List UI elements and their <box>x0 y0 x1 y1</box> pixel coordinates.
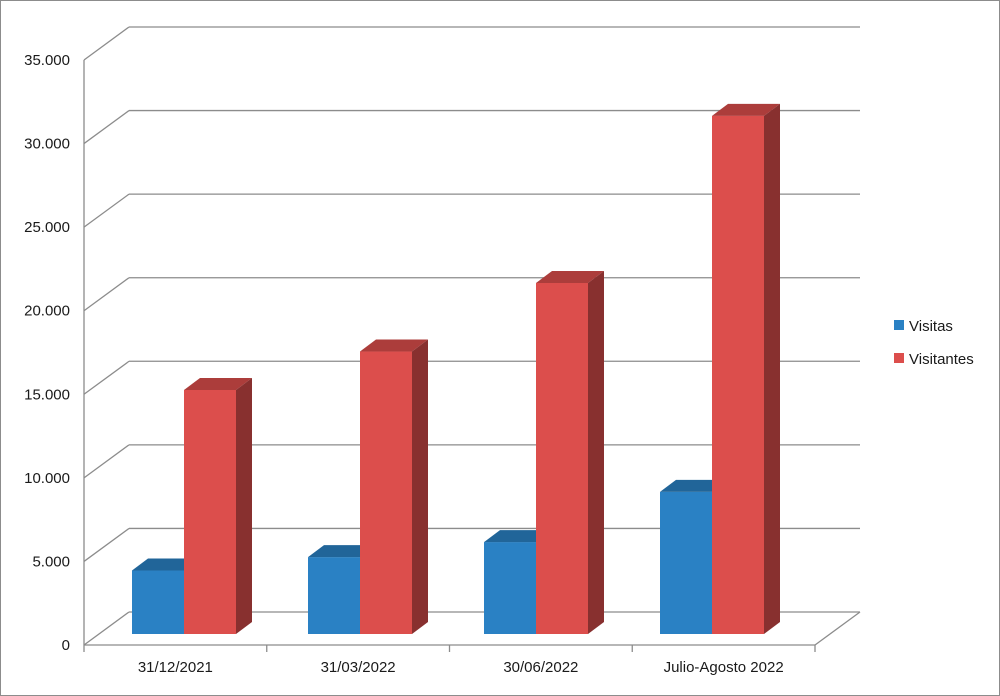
bar-front <box>484 542 536 634</box>
x-axis-ticks: 31/12/2021 31/03/2022 30/06/2022 Julio-Agos… <box>83 645 816 676</box>
gridline-diagonal <box>83 277 130 312</box>
bar-side <box>236 377 252 634</box>
legend-label: Visitantes <box>909 351 974 368</box>
x-tick-label: 31/03/2022 <box>321 659 396 676</box>
bar-top <box>712 103 780 116</box>
bar-top <box>184 377 252 390</box>
y-tick-label: 15.000 <box>24 386 70 403</box>
bar-front <box>308 557 360 634</box>
bar-top <box>660 479 728 492</box>
floor-edge-right <box>814 611 861 646</box>
y-tick-label: 35.000 <box>24 52 70 69</box>
bars <box>132 103 780 635</box>
y-tick-label: 20.000 <box>24 303 70 320</box>
legend-swatch <box>894 353 904 363</box>
legend: Visitas Visitantes <box>894 318 974 368</box>
bar-visitantes-3 <box>712 103 780 635</box>
bar-front <box>184 389 236 634</box>
legend-label: Visitas <box>909 318 953 335</box>
bar-front <box>712 115 764 635</box>
x-tick-label: 31/12/2021 <box>138 659 213 676</box>
gridline-diagonal <box>83 444 130 479</box>
bar-side <box>588 271 604 634</box>
bar-visitantes-1 <box>360 339 428 634</box>
bar-side <box>412 339 428 634</box>
y-axis-ticks: 0 5.000 10.000 15.000 20.000 25.000 30.000 35.0… <box>24 52 70 654</box>
bar-top <box>536 271 604 283</box>
bar-top <box>484 530 552 543</box>
bar-front <box>536 283 588 634</box>
y-tick-label: 30.000 <box>24 136 70 153</box>
gridline-diagonal <box>83 611 130 646</box>
bar-visitantes-2 <box>536 271 604 634</box>
gridline-diagonal <box>83 360 130 395</box>
gridline-diagonal <box>83 26 130 61</box>
bar-visitantes-0 <box>184 377 252 634</box>
bar-top <box>308 545 376 558</box>
gridline-diagonal <box>83 193 130 228</box>
x-tick-label: 30/06/2022 <box>503 659 578 676</box>
legend-swatch <box>894 320 904 330</box>
x-tick-label: Julio-Agosto 2022 <box>664 659 784 676</box>
bar-front <box>360 351 412 634</box>
y-tick-label: 0 <box>62 637 70 654</box>
bar-front <box>660 491 712 634</box>
bar-side <box>764 103 780 635</box>
bar-front <box>132 570 184 634</box>
gridline-diagonal <box>83 110 130 145</box>
y-tick-label: 10.000 <box>24 470 70 487</box>
bar-top <box>132 558 200 571</box>
y-tick-label: 25.000 <box>24 219 70 236</box>
gridline-diagonal <box>83 527 130 562</box>
y-tick-label: 5.000 <box>32 553 70 570</box>
bar-top <box>360 339 428 352</box>
